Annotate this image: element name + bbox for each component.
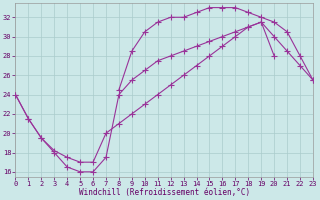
- X-axis label: Windchill (Refroidissement éolien,°C): Windchill (Refroidissement éolien,°C): [79, 188, 250, 197]
